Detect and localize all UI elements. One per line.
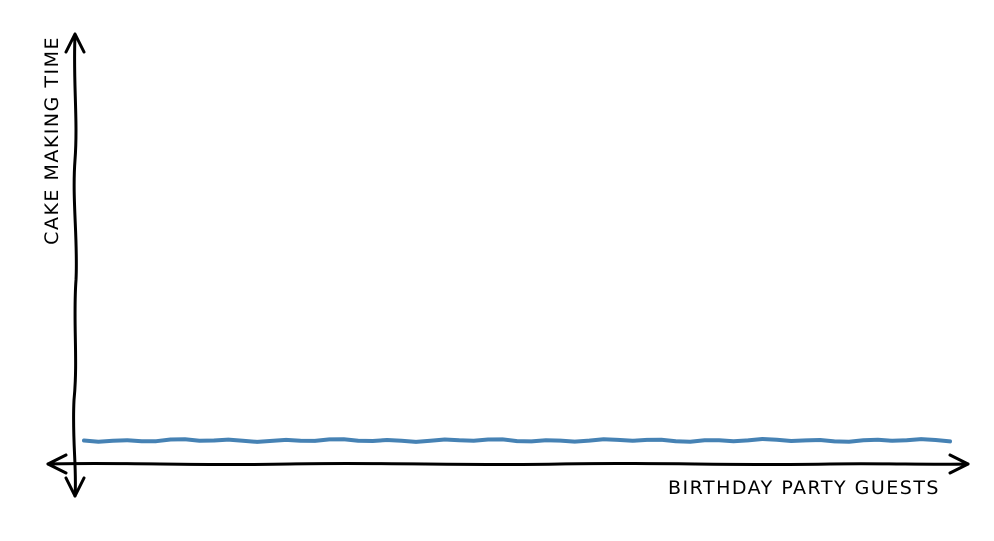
x-axis-label: BIRTHDAY PARTY GUESTS [668,477,940,499]
series-line-0 [82,437,952,444]
y-axis-arrow-bottom [64,476,86,498]
x-axis-line [46,461,970,467]
y-axis-arrow-top [64,32,86,54]
y-axis-label: CAKE MAKING TIME [41,36,63,245]
y-axis-line [72,34,78,498]
x-axis-arrow-left [46,453,68,475]
x-axis-arrow-right [948,453,970,475]
series-layer [82,437,952,444]
